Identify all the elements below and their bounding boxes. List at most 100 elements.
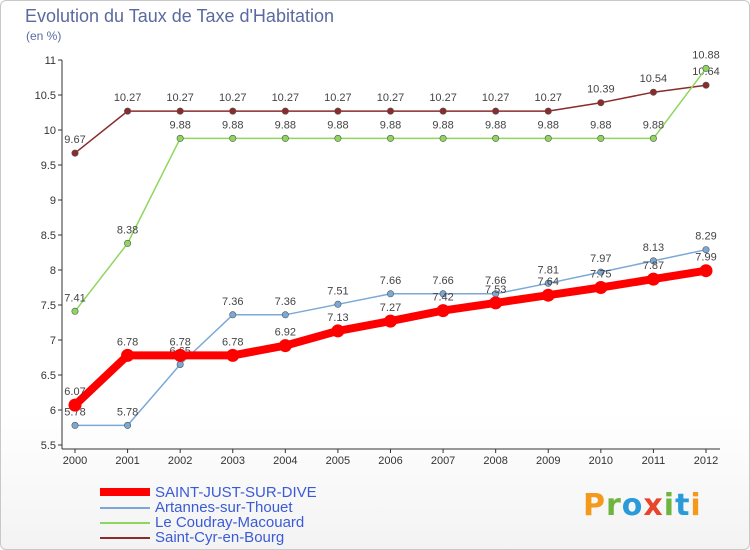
data-label: 9.88: [485, 119, 506, 131]
data-point: [702, 81, 710, 89]
legend-swatch: [100, 537, 150, 539]
x-tick-label: 2009: [536, 455, 560, 467]
data-point: [124, 239, 132, 247]
legend-swatch: [100, 507, 150, 509]
y-tick-label: 7: [50, 335, 56, 347]
data-label: 7.27: [380, 302, 401, 314]
data-point: [594, 281, 608, 294]
y-tick-label: 9.5: [41, 160, 56, 172]
data-point: [544, 107, 552, 115]
logo-letter: o: [621, 488, 644, 523]
data-point: [386, 290, 394, 298]
legend-label: SAINT-JUST-SUR-DIVE: [155, 484, 317, 501]
y-tick-label: 10.5: [35, 90, 56, 102]
data-label: 9.88: [327, 119, 348, 131]
data-label: 7.41: [64, 292, 85, 304]
data-label: 10.27: [166, 92, 194, 104]
data-label: 8.13: [643, 242, 664, 254]
data-point: [702, 64, 710, 72]
legend-swatch: [100, 488, 150, 496]
data-point: [281, 107, 289, 115]
data-label: 10.27: [482, 92, 510, 104]
data-label: 7.66: [380, 275, 401, 287]
legend-label: Le Coudray-Macouard: [155, 514, 305, 531]
data-point: [176, 134, 184, 142]
data-label: 5.78: [64, 406, 85, 418]
y-tick-label: 10: [44, 125, 56, 137]
data-label: 7.75: [590, 269, 611, 281]
logo-letter: i: [663, 488, 676, 523]
x-tick-label: 2008: [483, 455, 507, 467]
data-label: 9.88: [222, 119, 243, 131]
x-tick-label: 2003: [221, 455, 245, 467]
data-label: 10.39: [587, 84, 615, 96]
x-tick-label: 2001: [115, 455, 139, 467]
chart-title: Evolution du Taux de Taxe d'Habitation: [25, 6, 334, 26]
data-point: [281, 311, 289, 319]
data-point: [489, 296, 503, 310]
data-point: [544, 279, 552, 287]
data-label: 7.97: [590, 253, 611, 265]
x-tick-label: 2000: [63, 455, 87, 467]
x-tick-label: 2012: [694, 455, 718, 467]
data-point: [281, 134, 289, 142]
data-label: 9.88: [169, 119, 190, 131]
data-label: 9.88: [538, 119, 559, 131]
data-point: [334, 107, 342, 115]
data-label: 7.51: [327, 285, 348, 297]
data-point: [436, 304, 450, 318]
data-point: [386, 107, 394, 115]
logo-letter: r: [606, 488, 622, 523]
data-label: 8.29: [695, 231, 716, 243]
data-point: [229, 311, 237, 319]
data-label: 10.27: [377, 92, 405, 104]
data-label: 7.81: [538, 264, 559, 276]
data-label: 9.88: [590, 119, 611, 131]
x-tick-label: 2011: [642, 455, 666, 467]
logo-letter: i: [690, 488, 702, 523]
y-tick-label: 9: [50, 195, 56, 207]
data-label: 7.66: [432, 275, 453, 287]
data-point: [597, 268, 605, 276]
data-point: [492, 134, 500, 142]
x-tick-label: 2005: [326, 455, 350, 467]
data-label: 7.53: [485, 284, 506, 296]
data-point: [386, 134, 394, 142]
data-label: 9.88: [432, 119, 453, 131]
data-label: 10.27: [219, 92, 247, 104]
data-point: [334, 300, 342, 308]
data-point: [492, 107, 500, 115]
data-point: [439, 107, 447, 115]
y-tick-label: 8: [50, 265, 56, 277]
data-label: 9.88: [643, 119, 664, 131]
data-label: 10.27: [429, 92, 457, 104]
logo-letter: P: [583, 488, 606, 523]
data-label: 10.27: [534, 92, 562, 104]
proxiti-logo: Proxiti: [583, 488, 702, 523]
data-point: [439, 290, 447, 298]
data-point: [544, 134, 552, 142]
logo-letter: x: [643, 488, 664, 523]
data-point: [121, 348, 135, 362]
x-tick-label: 2004: [273, 455, 297, 467]
data-point: [646, 272, 660, 286]
data-point: [699, 264, 713, 278]
y-tick-label: 11: [45, 55, 56, 67]
data-point: [229, 134, 237, 142]
y-tick-label: 6.5: [41, 370, 56, 382]
data-label: 10.27: [324, 92, 352, 104]
data-label: 7.64: [538, 276, 559, 288]
data-label: 7.66: [485, 275, 506, 287]
data-point: [649, 88, 657, 96]
data-point: [597, 99, 605, 107]
data-point: [334, 134, 342, 142]
data-label: 6.92: [275, 327, 296, 339]
y-tick-label: 5.5: [41, 440, 56, 452]
data-point: [649, 134, 657, 142]
data-label: 9.67: [64, 134, 85, 146]
x-tick-label: 2010: [589, 455, 613, 467]
data-point: [226, 348, 240, 362]
data-label: 7.42: [432, 292, 453, 304]
data-point: [176, 360, 184, 368]
legend-label: Saint-Cyr-en-Bourg: [155, 529, 285, 546]
